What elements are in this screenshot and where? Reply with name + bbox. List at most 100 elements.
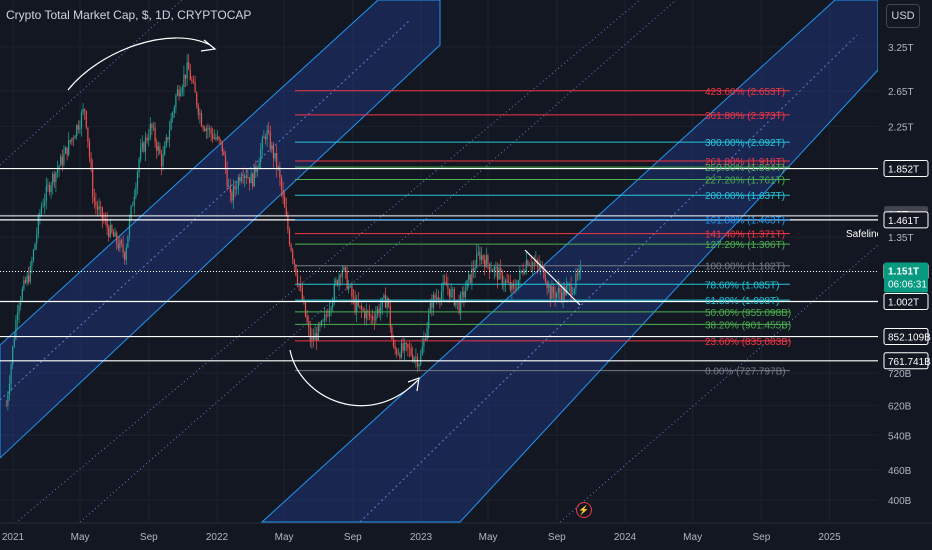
fib-level-label: 200.00% (1.637T) <box>705 191 785 202</box>
safeline-label: Safeline <box>846 229 883 240</box>
candle-body <box>232 185 235 201</box>
candle-body <box>157 146 159 151</box>
candle-body <box>165 137 167 146</box>
candle-body <box>418 364 420 367</box>
candle-body <box>458 300 460 314</box>
time-tick-label: May <box>275 532 294 543</box>
candle-body <box>304 302 307 317</box>
candle-body <box>335 280 337 284</box>
candle-body <box>428 313 430 329</box>
candle-body <box>554 293 556 298</box>
candle-body <box>389 305 391 328</box>
candle-body <box>394 346 396 350</box>
candle-body <box>482 255 484 260</box>
time-tick-label: May <box>71 532 90 543</box>
currency-button[interactable]: USD <box>886 4 920 28</box>
candle-body <box>52 174 54 185</box>
time-axis-bg <box>0 523 932 550</box>
candle-body <box>336 280 339 286</box>
candle-body <box>159 146 161 154</box>
candle-body <box>440 290 443 300</box>
candle-body <box>332 300 334 308</box>
candle-body <box>380 306 382 314</box>
price-tag-label: 852.109B <box>888 333 931 344</box>
candle-body <box>485 255 487 268</box>
candle-body <box>421 346 423 355</box>
candle-body <box>242 176 244 178</box>
candle-body <box>7 395 9 406</box>
price-axis[interactable]: 3.25T2.65T2.25T1.85T1.35T720B620B540B460… <box>878 0 932 550</box>
fib-level-label: 361.80% (2.373T) <box>705 111 785 122</box>
candle-body <box>522 270 524 274</box>
candle-body <box>245 175 247 178</box>
candle-body <box>452 289 454 290</box>
candle-body <box>167 137 169 140</box>
candle-body <box>197 105 199 115</box>
candle-body <box>320 320 323 326</box>
candle-body <box>162 154 164 167</box>
candle-body <box>408 347 411 349</box>
candle-body <box>114 232 116 237</box>
candle-body <box>356 300 358 313</box>
candlestick-series <box>5 53 582 411</box>
time-axis[interactable]: 2021 May Sep 2022 May Sep 2023 May Sep 2024 May Sep… <box>0 522 932 550</box>
candle-body <box>247 177 249 179</box>
candle-body <box>493 267 495 272</box>
candle-body <box>572 293 574 295</box>
candle-body <box>218 136 220 140</box>
candle-body <box>76 125 78 137</box>
candle-body <box>20 300 22 306</box>
candle-body <box>253 165 255 187</box>
candle-body <box>500 268 502 272</box>
candle-body <box>514 286 516 290</box>
candle-body <box>472 268 475 271</box>
channel-upper-midline <box>0 19 411 401</box>
candle-body <box>117 243 119 249</box>
candle-body <box>560 292 563 300</box>
candle-body <box>31 260 33 266</box>
candle-body <box>240 176 243 182</box>
downtrend-line <box>524 249 581 306</box>
candle-body <box>549 285 551 300</box>
candle-body <box>252 173 254 187</box>
candle-body <box>21 288 23 301</box>
candle-body <box>189 69 191 80</box>
candle-body <box>135 187 137 197</box>
candle-body <box>325 314 327 316</box>
candle-body <box>136 171 139 188</box>
candle-body <box>96 205 99 210</box>
candle-body <box>488 263 491 271</box>
candle-body <box>152 127 155 129</box>
time-tick-label: 2021 <box>2 532 25 543</box>
price-tick-label: 720B <box>888 369 912 380</box>
candle-body <box>156 142 158 151</box>
candle-body <box>42 205 44 207</box>
candle-body <box>186 62 188 79</box>
time-tick-label: May <box>479 532 498 543</box>
candle-body <box>573 288 575 294</box>
current-price-tag <box>884 262 928 293</box>
arc-arrow-top <box>67 37 211 91</box>
candle-body <box>149 124 151 138</box>
candle-body <box>250 173 252 184</box>
candle-body <box>172 112 174 119</box>
candle-body <box>124 252 126 260</box>
candle-body <box>239 177 241 182</box>
channel-guide <box>79 0 677 523</box>
candle-body <box>424 339 427 341</box>
candle-body <box>87 127 89 142</box>
candle-body <box>196 92 198 106</box>
candle-body <box>282 189 284 197</box>
candle-body <box>306 316 308 322</box>
candle-body <box>324 314 326 321</box>
candle-body <box>349 285 351 287</box>
fib-level-label: 50.00% (955.098B) <box>705 308 791 319</box>
candle-body <box>231 192 233 201</box>
replay-icon[interactable]: ⚡ <box>576 502 592 518</box>
candle-body <box>148 137 150 141</box>
candle-body <box>463 291 465 298</box>
candle-body <box>524 272 526 274</box>
candle-body <box>487 255 489 264</box>
